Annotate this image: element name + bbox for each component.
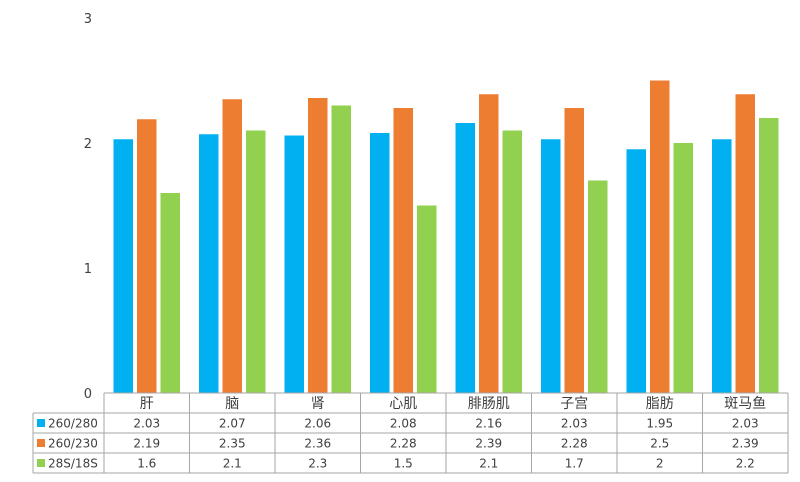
y-axis: 0 1 2 3	[84, 12, 92, 402]
y-tick-label: 2	[84, 137, 92, 152]
table-cell-value: 2.08	[390, 417, 417, 431]
legend-series-name: 260/230	[48, 437, 98, 451]
bar-1-斑马鱼	[712, 139, 732, 393]
table-cell-value: 2.19	[133, 437, 160, 451]
legend-key-1	[37, 419, 45, 427]
table-cell-value: 2.36	[304, 437, 331, 451]
bar-2-斑马鱼	[735, 94, 755, 393]
table-cell-value: 2	[656, 457, 664, 471]
x-category-label: 肝	[140, 396, 154, 412]
table-cell-value: 2.03	[561, 417, 588, 431]
table-cell-value: 2.2	[736, 457, 755, 471]
y-tick-label: 1	[84, 262, 92, 277]
table-cell-value: 2.1	[479, 457, 498, 471]
bar-2-子宫	[564, 108, 584, 393]
bar-1-肾	[284, 135, 304, 393]
bar-3-腓肠肌	[502, 130, 522, 393]
x-category-label: 脂肪	[646, 396, 674, 412]
table-cell-value: 2.28	[561, 437, 588, 451]
bar-1-心肌	[370, 133, 390, 393]
x-category-label: 斑马鱼	[724, 395, 766, 412]
data-table: 肝 脑 肾 心肌 腓肠肌 子宫 脂肪 斑马鱼 260/280 2.03 2.07 2.06 2.08 2.…	[32, 392, 789, 474]
bar-2-脂肪	[650, 80, 670, 393]
bar-1-肝	[113, 139, 133, 393]
table-cell-value: 2.16	[475, 417, 502, 431]
bar-3-心肌	[417, 205, 437, 393]
table-cell-value: 2.39	[475, 437, 502, 451]
bar-1-腓肠肌	[455, 123, 475, 393]
table-cell-value: 2.06	[304, 417, 331, 431]
x-category-label: 子宫	[560, 396, 588, 412]
table-cell-value: 2.39	[732, 437, 759, 451]
bar-3-子宫	[588, 180, 608, 393]
bar-2-心肌	[393, 108, 413, 393]
table-cell-value: 2.28	[390, 437, 417, 451]
bar-3-脂肪	[673, 143, 693, 393]
table-cell-value: 1.6	[137, 457, 156, 471]
table-cell-value: 1.5	[394, 457, 413, 471]
y-tick-label: 3	[84, 12, 92, 27]
bar-3-肾	[331, 105, 351, 393]
x-category-label: 肾	[311, 396, 325, 412]
bar-2-脑	[222, 99, 242, 393]
legend-key-3	[37, 459, 45, 467]
bar-3-斑马鱼	[759, 118, 779, 393]
bar-1-脂肪	[626, 149, 646, 393]
table-cell-value: 2.5	[650, 437, 669, 451]
bar-3-肝	[160, 193, 180, 393]
legend-series-name: 260/280	[48, 417, 98, 431]
legend-key-2	[37, 439, 45, 447]
x-category-label: 腓肠肌	[468, 396, 510, 412]
bar-3-脑	[246, 130, 266, 393]
bar-2-肾	[308, 98, 328, 393]
table-cell-value: 1.95	[646, 417, 673, 431]
table-cell-value: 1.7	[565, 457, 584, 471]
x-category-label: 心肌	[389, 396, 417, 412]
bar-2-肝	[137, 119, 157, 393]
table-cell-value: 2.3	[308, 457, 327, 471]
table-cell-value: 2.03	[133, 417, 160, 431]
y-tick-label: 0	[84, 387, 92, 402]
legend-series-name: 28S/18S	[48, 457, 98, 471]
plot-area	[113, 80, 779, 393]
bar-2-腓肠肌	[479, 94, 499, 393]
table-cell-value: 2.03	[732, 417, 759, 431]
x-category-label: 脑	[225, 396, 239, 412]
table-cell-value: 2.35	[219, 437, 246, 451]
table-cell-value: 2.1	[223, 457, 242, 471]
table-cell-value: 2.07	[219, 417, 246, 431]
bar-1-脑	[199, 134, 219, 393]
bar-1-子宫	[541, 139, 561, 393]
